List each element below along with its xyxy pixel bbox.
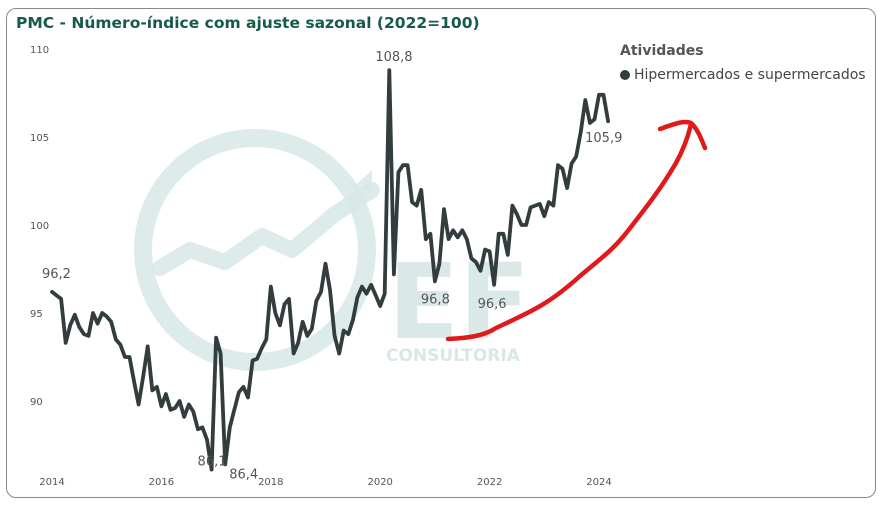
y-tick-label: 100 (30, 221, 49, 232)
data-label: 96,6 (478, 297, 507, 312)
watermark-arrowhead (352, 170, 372, 190)
red-arrow-annotation (445, 121, 694, 342)
watermark-ring (134, 129, 376, 371)
x-tick-label: 2020 (367, 477, 392, 488)
legend-marker (620, 70, 630, 80)
legend-item[interactable]: Hipermercados e supermercados (620, 67, 866, 83)
data-label: 86,1 (198, 455, 227, 470)
legend-title: Atividades (620, 43, 704, 59)
chart-title: PMC - Número-índice com ajuste sazonal (… (16, 14, 480, 32)
series-line (50, 68, 610, 472)
watermark-initials: EF (388, 241, 530, 363)
x-tick-label: 2016 (149, 477, 174, 488)
x-tick-label: 2018 (258, 477, 283, 488)
data-label: 105,9 (585, 131, 622, 146)
y-tick-label: 90 (30, 397, 43, 408)
data-label: 96,8 (421, 292, 450, 307)
y-tick-label: 105 (30, 133, 49, 144)
watermark-caption: CONSULTORIA (386, 346, 521, 366)
data-label: 96,2 (42, 267, 71, 282)
watermark-trend (152, 182, 380, 276)
y-tick-label: 95 (30, 309, 43, 320)
data-label: 86,4 (229, 467, 258, 482)
x-tick-label: 2014 (39, 477, 64, 488)
y-tick-label: 110 (30, 45, 49, 56)
data-label: 108,8 (375, 50, 412, 65)
legend-label: Hipermercados e supermercados (634, 67, 866, 83)
x-tick-label: 2024 (586, 477, 611, 488)
x-tick-label: 2022 (477, 477, 502, 488)
red-arrow-head (657, 119, 708, 151)
